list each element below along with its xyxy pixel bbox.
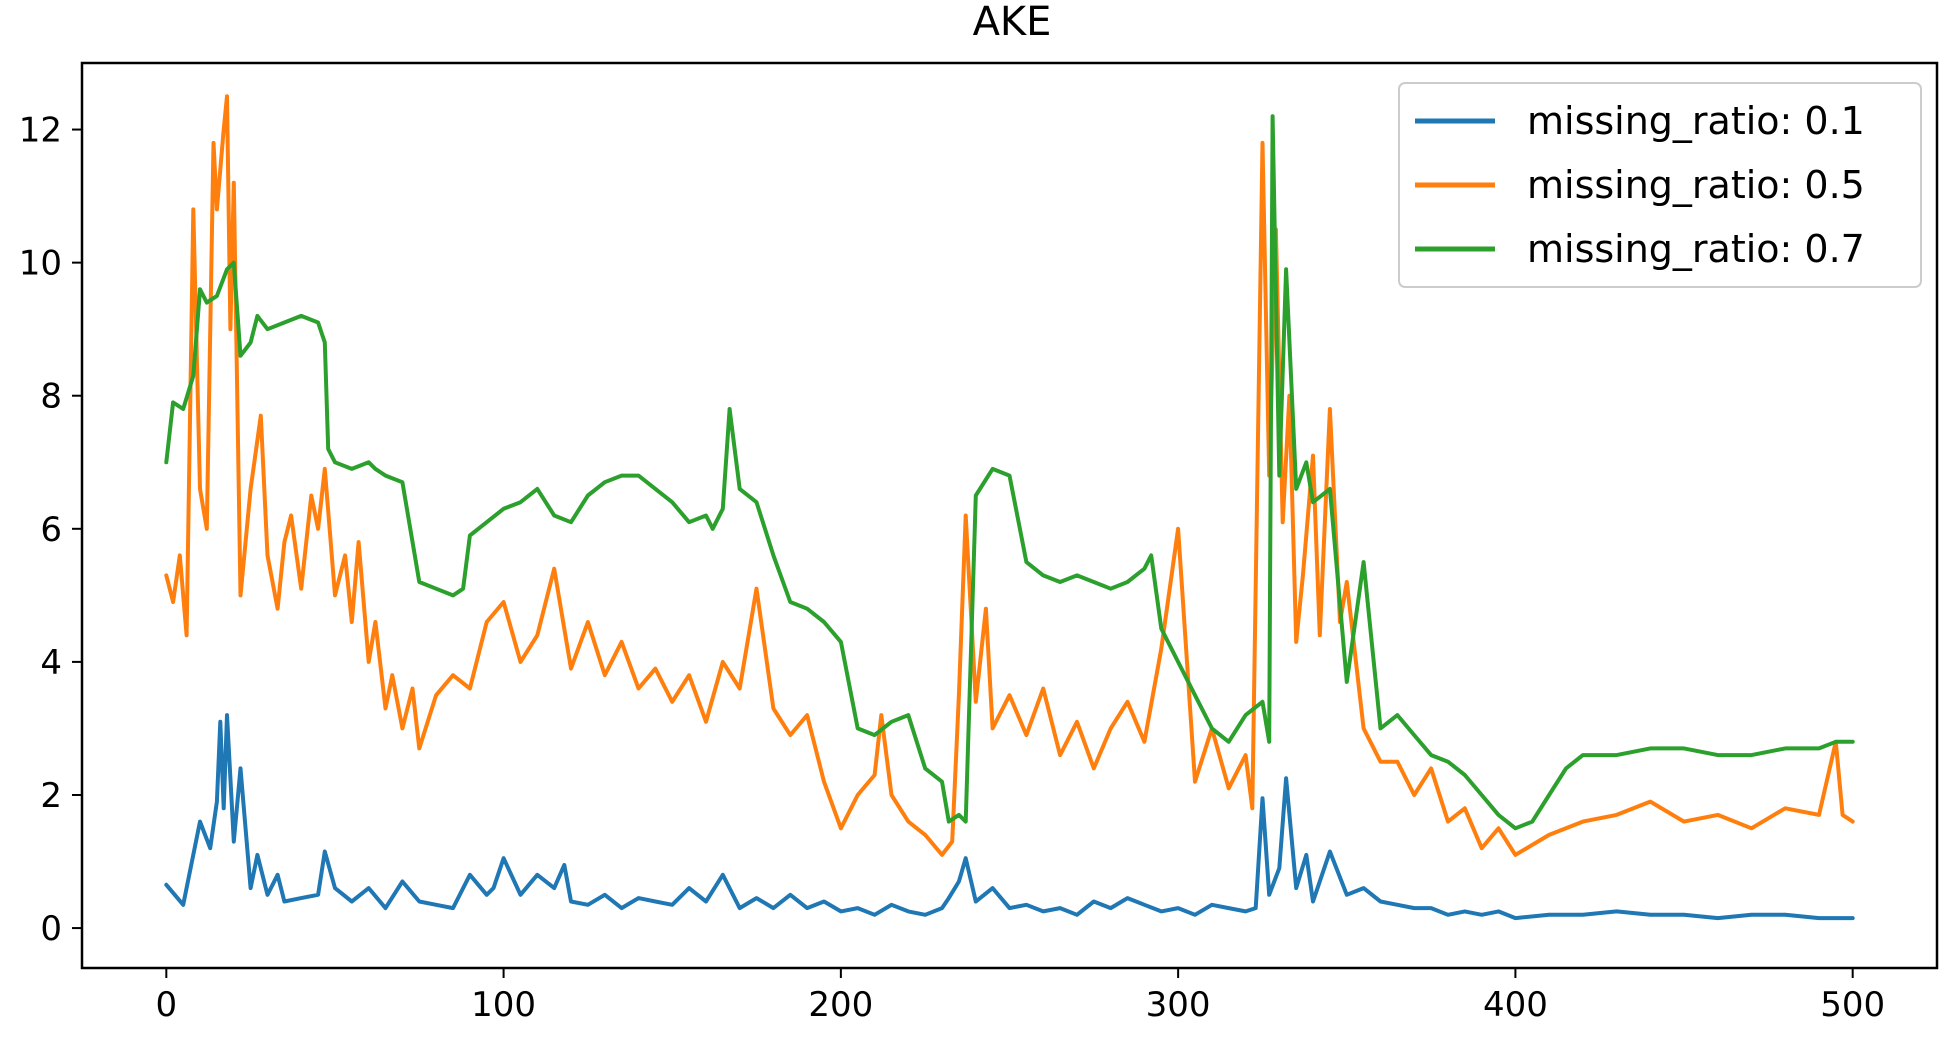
y-tick-label: 8 [40, 377, 62, 417]
y-tick-label: 0 [40, 909, 62, 949]
plot-area [164, 94, 1855, 921]
y-tick-label: 12 [19, 111, 62, 151]
x-tick-label: 200 [808, 985, 873, 1025]
legend-box [1398, 82, 1922, 288]
series-line-3 [164, 114, 1855, 831]
x-tick-label: 0 [155, 985, 177, 1025]
axes-frame [80, 61, 1939, 970]
legend-label-1: missing_ratio: 0.1 [1527, 99, 1865, 143]
y-tick-label: 2 [40, 776, 62, 816]
legend: missing_ratio: 0.1 missing_ratio: 0.5 miss… [1398, 82, 1922, 288]
axes: 0 100 200 300 400 500 0 2 4 6 8 10 12 [19, 61, 1939, 1025]
series-line-1 [164, 713, 1855, 921]
y-tick-label: 6 [40, 510, 62, 550]
y-tick-label: 10 [19, 244, 62, 284]
series-line-2 [164, 94, 1855, 857]
legend-label-2: missing_ratio: 0.5 [1527, 163, 1865, 207]
x-tick-label: 300 [1146, 985, 1211, 1025]
x-tick-label: 500 [1820, 985, 1885, 1025]
legend-label-3: missing_ratio: 0.7 [1527, 227, 1865, 271]
x-tick-label: 100 [471, 985, 536, 1025]
y-tick-label: 4 [40, 643, 62, 683]
x-tick-label: 400 [1483, 985, 1548, 1025]
chart-title: AKE [973, 0, 1052, 45]
